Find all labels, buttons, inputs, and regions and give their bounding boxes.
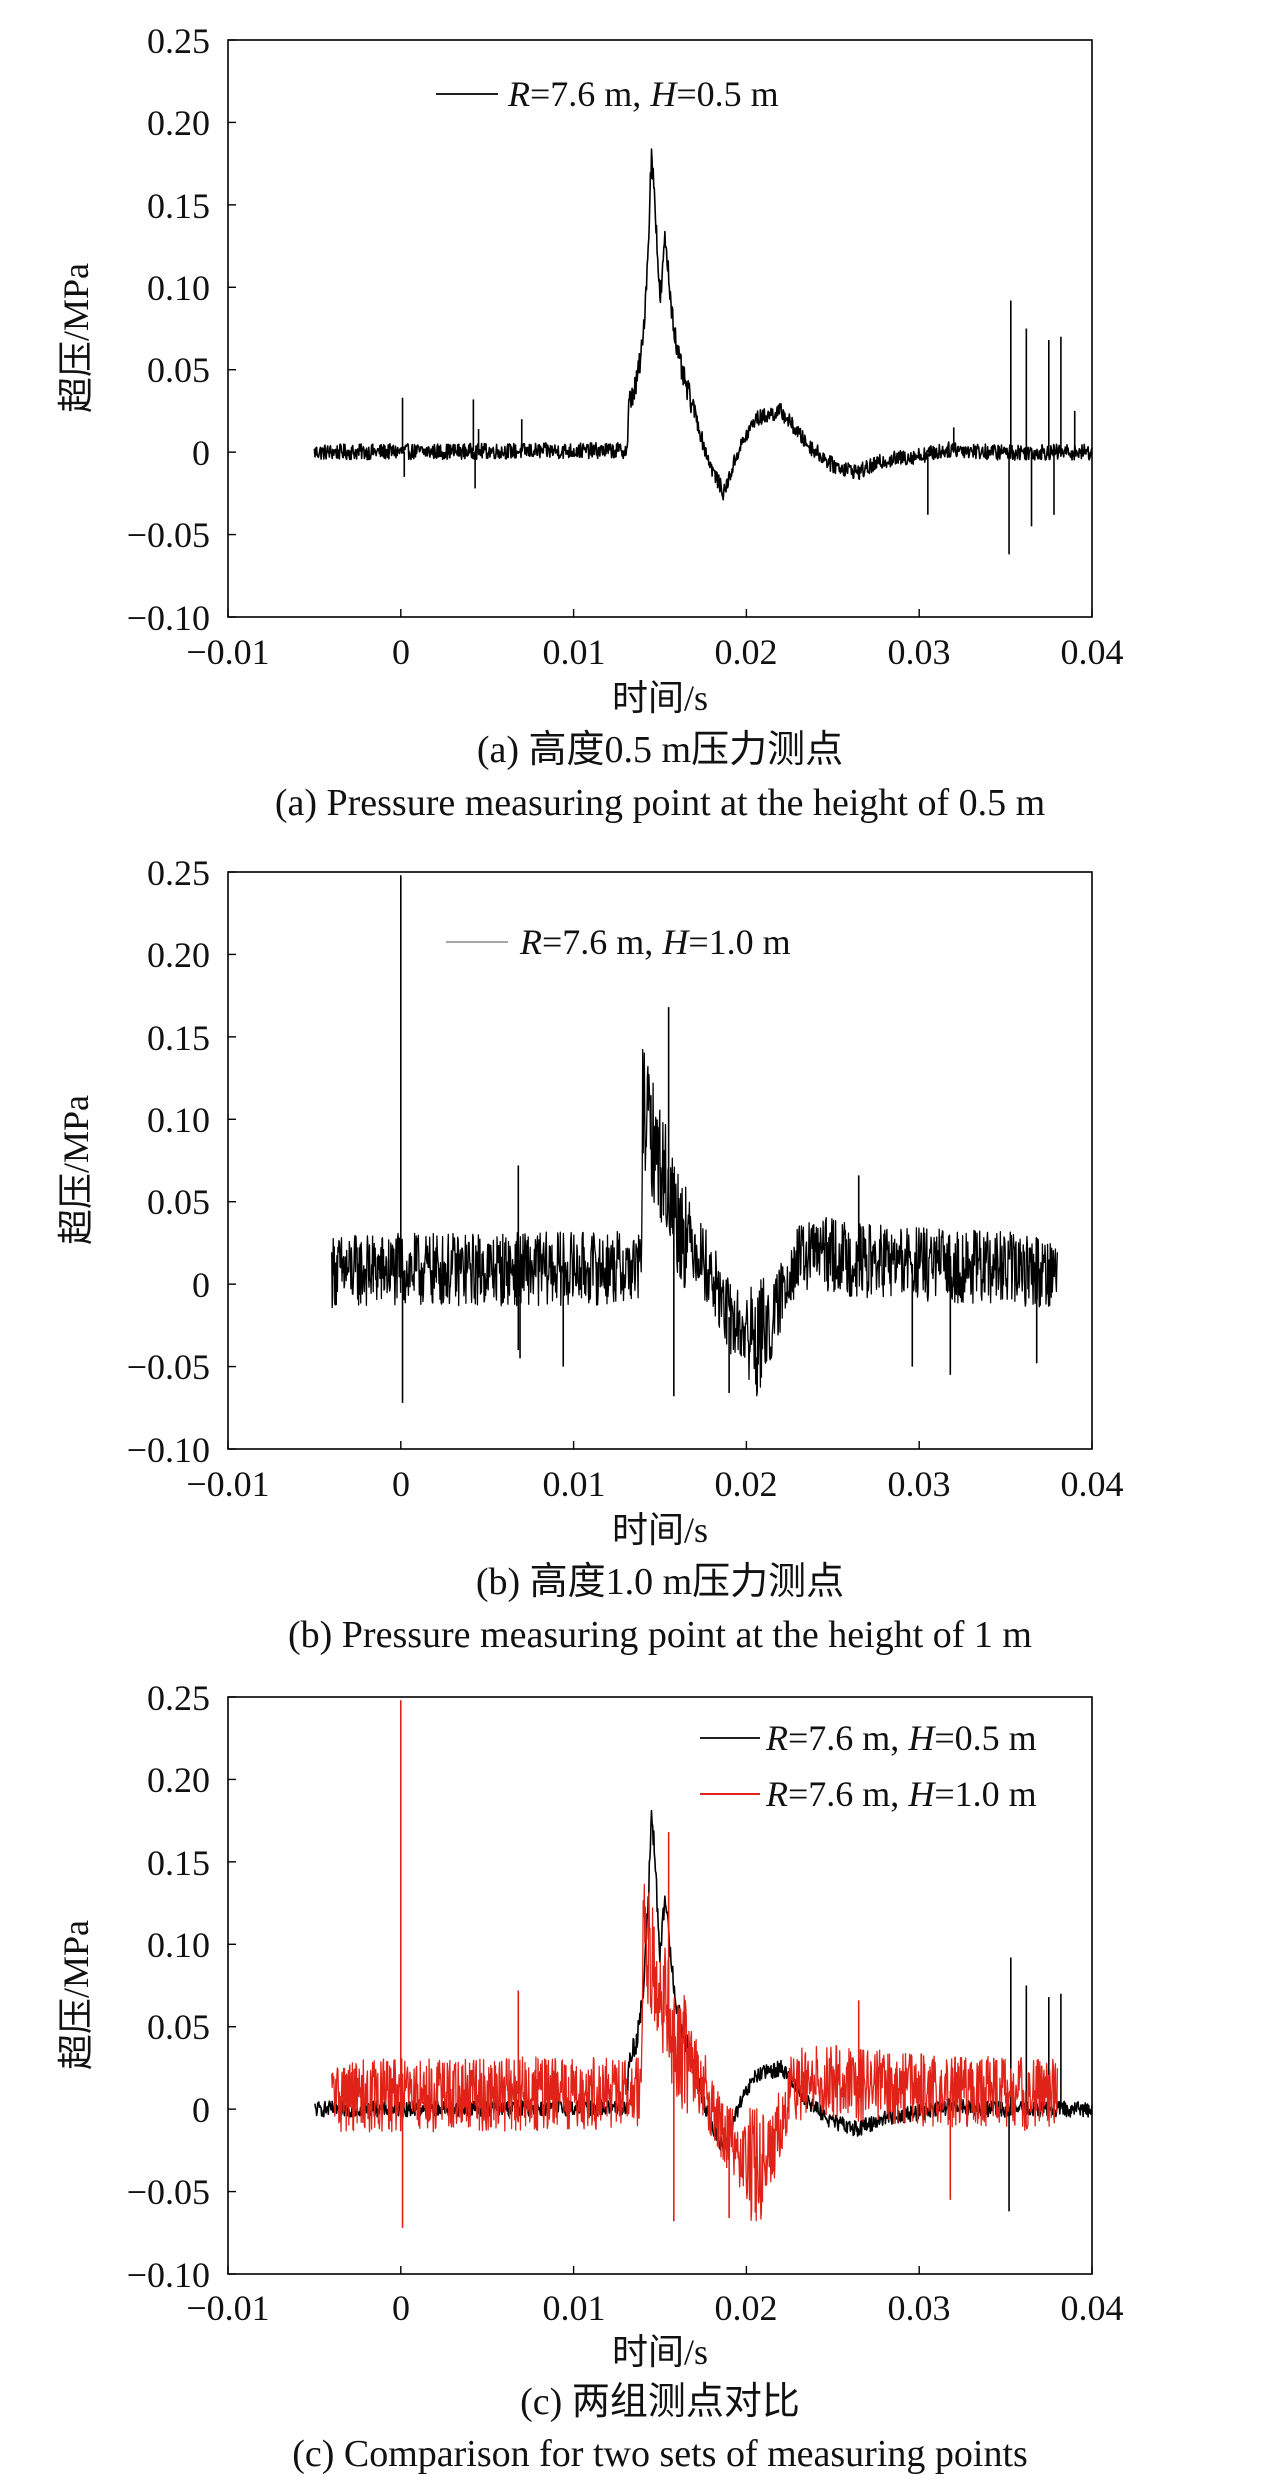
- x-axis-label: 时间/s: [612, 2332, 708, 2372]
- x-tick-label: 0: [392, 632, 410, 672]
- y-ticks-b: 0.25 0.20 0.15 0.10 0.05 0 −0.05 −0.10: [127, 853, 210, 1470]
- x-tick-label: 0.01: [543, 1464, 606, 1504]
- plot-frame-b: [227, 871, 1093, 1450]
- y-ticks-c: 0.25 0.20 0.15 0.10 0.05 0 −0.05 −0.10: [127, 1678, 210, 2295]
- y-axis-label: 超压/MPa: [56, 263, 96, 413]
- y-tick-label: 0.20: [147, 1760, 210, 1800]
- x-tick-label: −0.01: [186, 632, 269, 672]
- x-ticks-a: −0.01 0 0.01 0.02 0.03 0.04: [186, 632, 1123, 672]
- panel-a: 0.25 0.20 0.15 0.10 0.05 0 −0.05 −0.10 −…: [56, 21, 1124, 824]
- series-line: [331, 1883, 1059, 2222]
- y-tick-label: 0.15: [147, 1843, 210, 1883]
- y-ticks-a: 0.25 0.20 0.15 0.10 0.05 0 −0.05 −0.10: [127, 21, 210, 638]
- x-tick-label: 0.01: [543, 632, 606, 672]
- x-tick-label: 0.04: [1061, 1464, 1124, 1504]
- y-tick-label: 0.10: [147, 1100, 210, 1140]
- x-tick-label: 0: [392, 1464, 410, 1504]
- y-tick-label: −0.05: [127, 1347, 210, 1387]
- caption-en-a: (a) Pressure measuring point at the heig…: [275, 782, 1045, 824]
- y-tick-label: 0.15: [147, 186, 210, 226]
- legend-entry: R=7.6 m, H=0.5 m: [507, 74, 779, 114]
- y-tick-label: 0: [192, 1265, 210, 1305]
- series-line: [313, 148, 1093, 501]
- caption-cn-c: (c) 两组测点对比: [520, 2381, 800, 2423]
- y-tick-label: 0: [192, 2090, 210, 2130]
- caption-en-c: (c) Comparison for two sets of measuring…: [292, 2433, 1028, 2475]
- legend-entry: R=7.6 m, H=1.0 m: [519, 922, 791, 962]
- y-tick-label: 0.05: [147, 350, 210, 390]
- y-tick-label: −0.10: [127, 598, 210, 638]
- y-tick-label: 0.20: [147, 103, 210, 143]
- legend-a: R=7.6 m, H=0.5 m: [436, 74, 779, 114]
- y-axis-label: 超压/MPa: [56, 1095, 96, 1245]
- y-tick-label: 0.05: [147, 1182, 210, 1222]
- x-axis-label: 时间/s: [612, 1510, 708, 1550]
- x-tick-label: 0.03: [888, 632, 951, 672]
- caption-cn-a: (a) 高度0.5 m压力测点: [477, 729, 843, 771]
- y-tick-label: 0.25: [147, 1678, 210, 1718]
- x-ticks-b: −0.01 0 0.01 0.02 0.03 0.04: [186, 1464, 1123, 1504]
- legend-entry: R=7.6 m, H=0.5 m: [765, 1718, 1037, 1758]
- x-axis-label: 时间/s: [612, 678, 708, 718]
- x-tick-label: −0.01: [186, 1464, 269, 1504]
- y-tick-label: 0.10: [147, 1925, 210, 1965]
- x-ticks-c: −0.01 0 0.01 0.02 0.03 0.04: [186, 2288, 1123, 2328]
- plot-frame-c: [227, 1696, 1093, 2275]
- caption-cn-b: (b) 高度1.0 m压力测点: [476, 1561, 844, 1603]
- x-tick-label: 0.04: [1061, 2288, 1124, 2328]
- x-tick-label: 0: [392, 2288, 410, 2328]
- panel-c: 0.25 0.20 0.15 0.10 0.05 0 −0.05 −0.10 −…: [56, 1678, 1124, 2475]
- panel-b: 0.25 0.20 0.15 0.10 0.05 0 −0.05 −0.10 −…: [56, 853, 1124, 1656]
- traces-a: [227, 39, 1093, 618]
- x-tick-label: 0.02: [715, 1464, 778, 1504]
- legend-entry: R=7.6 m, H=1.0 m: [765, 1774, 1037, 1814]
- x-tick-label: 0.04: [1061, 632, 1124, 672]
- y-axis-label: 超压/MPa: [56, 1920, 96, 2070]
- y-tick-label: 0.25: [147, 21, 210, 61]
- caption-en-b: (b) Pressure measuring point at the heig…: [288, 1614, 1032, 1656]
- traces-c: [227, 1696, 1093, 2275]
- y-tick-label: 0.05: [147, 2007, 210, 2047]
- x-tick-label: 0.02: [715, 2288, 778, 2328]
- x-tick-label: 0.03: [888, 1464, 951, 1504]
- y-tick-label: −0.05: [127, 515, 210, 555]
- legend-c: R=7.6 m, H=0.5 m R=7.6 m, H=1.0 m: [700, 1718, 1037, 1814]
- x-tick-label: 0.02: [715, 632, 778, 672]
- y-tick-label: 0.25: [147, 853, 210, 893]
- x-tick-label: 0.01: [543, 2288, 606, 2328]
- y-tick-label: 0.10: [147, 268, 210, 308]
- x-tick-label: 0.03: [888, 2288, 951, 2328]
- y-tick-label: −0.10: [127, 1430, 210, 1470]
- y-tick-label: −0.05: [127, 2172, 210, 2212]
- legend-b: R=7.6 m, H=1.0 m: [446, 922, 791, 962]
- traces-b: [227, 871, 1093, 1450]
- y-tick-label: 0.20: [147, 935, 210, 975]
- x-tick-label: −0.01: [186, 2288, 269, 2328]
- plot-frame-a: [227, 39, 1093, 618]
- y-tick-label: −0.10: [127, 2255, 210, 2295]
- y-tick-label: 0: [192, 433, 210, 473]
- y-tick-label: 0.15: [147, 1018, 210, 1058]
- series-line: [331, 1048, 1059, 1397]
